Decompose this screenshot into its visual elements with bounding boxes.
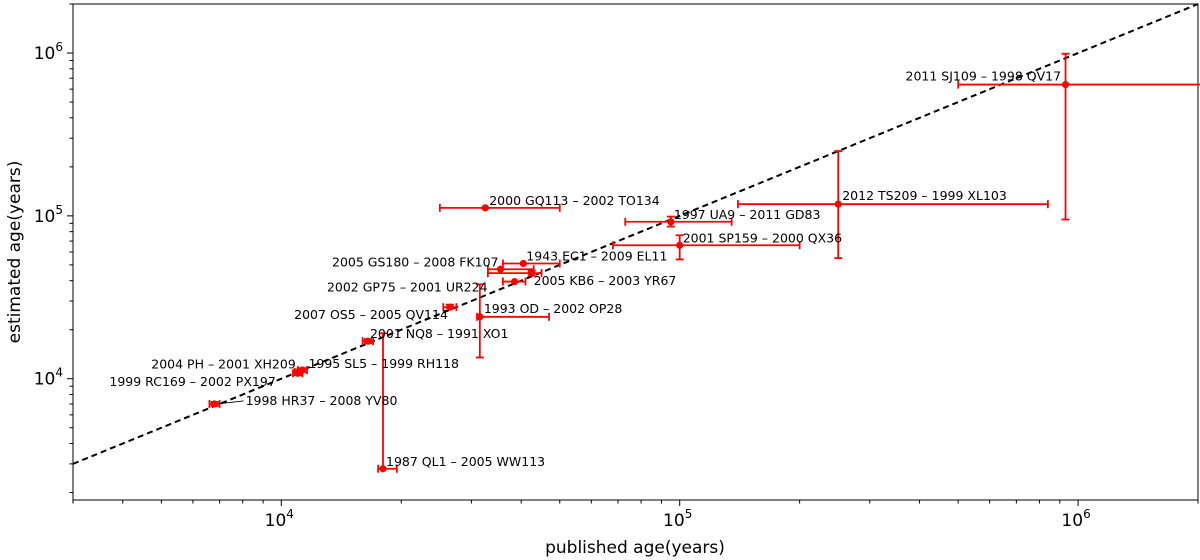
point-label: 2004 PH – 2001 XH209 — [151, 356, 296, 371]
x-axis-title: published age(years) — [545, 538, 725, 558]
data-point — [1061, 80, 1070, 89]
y-tick-label: 105 — [34, 203, 63, 227]
y-tick-label: 104 — [34, 366, 63, 390]
point-label: 2000 GQ113 – 2002 TO134 — [489, 193, 660, 208]
data-point — [294, 368, 302, 376]
reference-line-layer — [72, 3, 1199, 465]
data-point — [481, 204, 489, 212]
data-point — [210, 400, 219, 408]
error-bar-group — [612, 234, 801, 261]
point-label: 2012 TS209 – 1999 XL103 — [842, 188, 1007, 203]
data-point — [510, 277, 519, 286]
point-label: 2005 KB6 – 2003 YR67 — [534, 273, 677, 288]
point-label: 1995 SL5 – 1999 RH118 — [308, 356, 459, 371]
point-label: 2007 OS5 – 2005 QV114 — [294, 307, 448, 322]
data-point — [446, 303, 454, 311]
data-point — [364, 337, 372, 345]
data-point — [528, 269, 536, 277]
y-tick-label: 106 — [34, 40, 63, 64]
axis-ticks: 104 105 106 104 105 106 — [34, 3, 1199, 531]
reference-line — [72, 3, 1199, 465]
error-bar-group — [438, 203, 561, 212]
data-point — [676, 241, 684, 249]
data-point — [496, 265, 505, 273]
x-tick-label: 105 — [663, 507, 692, 531]
data-point — [476, 313, 484, 321]
point-labels: 2011 SJ109 – 1998 QV17 2012 TS209 – 1999 … — [109, 69, 1061, 469]
data-points — [210, 80, 1070, 473]
point-label: 2001 NQ8 – 1991 XO1 — [370, 326, 508, 341]
data-point — [519, 259, 527, 268]
x-tick-label: 106 — [1061, 507, 1090, 531]
point-label: 2002 GP75 – 2001 UR224 — [327, 280, 488, 295]
point-label: 1987 QL1 – 2005 WW113 — [386, 454, 545, 469]
point-label: 1993 OD – 2002 OP28 — [484, 301, 623, 316]
point-label: 1998 HR37 – 2008 YV80 — [246, 393, 398, 408]
error-bar-group — [475, 283, 550, 359]
data-point — [379, 465, 387, 473]
point-label: 1943 EC1 – 2009 EL11 — [526, 248, 667, 263]
data-point — [834, 200, 842, 208]
error-bar-group — [502, 259, 561, 268]
point-label: 2011 SJ109 – 1998 QV17 — [906, 69, 1062, 84]
point-label: 2001 SP159 – 2000 QX36 — [683, 230, 842, 245]
label-leader — [216, 400, 244, 405]
data-point — [667, 218, 675, 226]
x-tick-label: 104 — [265, 507, 294, 531]
y-axis-title: estimated age(years) — [5, 161, 25, 344]
point-label: 1999 RC169 – 2002 PX197 — [109, 374, 275, 389]
point-label: 1997 UA9 – 2011 GD83 — [674, 207, 821, 222]
point-label: 2005 GS180 – 2008 FK107 — [332, 254, 499, 269]
